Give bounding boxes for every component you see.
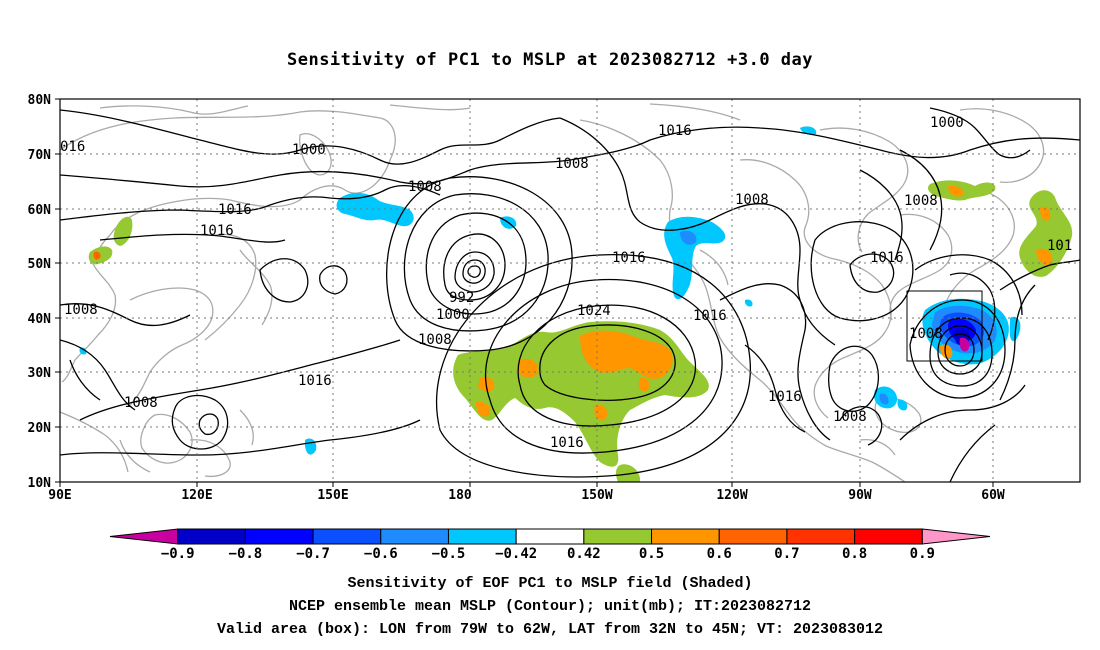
lon-label: 120W xyxy=(716,488,747,503)
colorbar-cell xyxy=(854,528,923,545)
contour-label: 1024 xyxy=(577,303,611,319)
contour-label: 1008 xyxy=(418,332,452,348)
colorbar-cell xyxy=(447,528,517,545)
colorbar-label: −0.5 xyxy=(432,546,466,562)
colorbar-cell xyxy=(312,528,382,545)
lat-label: 50N xyxy=(28,257,52,272)
colorbar-label: 0.6 xyxy=(707,546,732,562)
lon-label: 90W xyxy=(848,488,872,503)
lat-label: 80N xyxy=(28,93,52,108)
colorbar-label: −0.42 xyxy=(495,546,537,562)
contour-label: 1016 xyxy=(768,389,802,405)
mslp-contours xyxy=(60,107,1080,482)
colorbar-label: −0.6 xyxy=(364,546,398,562)
map-title: Sensitivity of PC1 to MSLP at 2023082712… xyxy=(286,50,813,70)
lat-label: 40N xyxy=(28,312,52,327)
colorbar-label: 0.7 xyxy=(774,546,799,562)
colorbar-cell xyxy=(177,528,246,545)
lon-label: 150W xyxy=(581,488,612,503)
contour-label: 1008 xyxy=(735,192,769,208)
contour-label: 1000 xyxy=(436,307,470,323)
lat-label: 30N xyxy=(28,366,52,381)
contour-label: 1008 xyxy=(909,326,943,342)
lat-label: 20N xyxy=(28,421,52,436)
contour-labels: 016 1000 1016 1000 1008 1008 1008 1016 1… xyxy=(60,115,1072,451)
lat-label: 70N xyxy=(28,148,52,163)
contour-label: 1016 xyxy=(870,250,904,266)
colorbar-cell xyxy=(515,528,585,545)
valid-area-box xyxy=(906,290,983,362)
colorbar-cell xyxy=(921,528,991,545)
contour-label: 1008 xyxy=(833,409,867,425)
lon-label: 90E xyxy=(48,488,71,503)
sensitivity-shading xyxy=(79,126,1073,482)
lon-label: 60W xyxy=(981,488,1005,503)
lon-label: 120E xyxy=(181,488,212,503)
contour-label: 1016 xyxy=(658,123,692,139)
latitude-labels: 80N 70N 60N 50N 40N 30N 20N 10N xyxy=(28,93,52,491)
map-grid xyxy=(60,99,1080,482)
contour-label: 1016 xyxy=(550,435,584,451)
contour-label: 1008 xyxy=(408,179,442,195)
contour-label: 1008 xyxy=(904,193,938,209)
lon-label: 180 xyxy=(448,488,472,503)
contour-label: 1008 xyxy=(64,302,98,318)
colorbar-label: 0.8 xyxy=(842,546,867,562)
colorbar-label: −0.7 xyxy=(296,546,330,562)
contour-label: 1016 xyxy=(298,373,332,389)
contour-label: 1016 xyxy=(200,223,234,239)
contour-label: 1016 xyxy=(693,308,727,324)
map-panel: 016 1000 1016 1000 1008 1008 1008 1016 1… xyxy=(28,93,1081,503)
colorbar-label: 0.5 xyxy=(639,546,664,562)
caption-shading: Sensitivity of EOF PC1 to MSLP field (Sh… xyxy=(347,575,753,592)
contour-label: 1000 xyxy=(930,115,964,131)
map-border xyxy=(59,98,1081,483)
colorbar-cell xyxy=(380,528,449,545)
contour-label: 1008 xyxy=(555,156,589,172)
colorbar-cell xyxy=(718,528,788,545)
colorbar-labels: −0.9 −0.8 −0.7 −0.6 −0.5 −0.42 0.42 0.5 0.6 0.7 0.… xyxy=(161,546,935,562)
contour-label: 1016 xyxy=(218,202,252,218)
contour-label: 992 xyxy=(449,290,474,306)
colorbar-label: −0.8 xyxy=(229,546,263,562)
colorbar: −0.9 −0.8 −0.7 −0.6 −0.5 −0.42 0.42 0.5 0.6 0.7 0.… xyxy=(109,528,991,562)
axis-ticks xyxy=(55,98,994,487)
caption-valid-area: Valid area (box): LON from 79W to 62W, L… xyxy=(216,621,884,638)
colorbar-cell xyxy=(583,528,653,545)
contour-label: 016 xyxy=(60,139,85,155)
caption-contour: NCEP ensemble mean MSLP (Contour); unit(… xyxy=(288,598,812,615)
contour-label: 1016 xyxy=(612,250,646,266)
lat-label: 10N xyxy=(28,476,52,491)
colorbar-label: 0.42 xyxy=(567,546,601,562)
longitude-labels: 90E 120E 150E 180 150W 120W 90W 60W xyxy=(48,488,1005,503)
colorbar-label: −0.9 xyxy=(161,546,195,562)
contour-label: 1000 xyxy=(292,142,326,158)
lat-label: 60N xyxy=(28,203,52,218)
contour-label: 101 xyxy=(1047,238,1072,254)
colorbar-cells xyxy=(109,528,991,545)
colorbar-cell xyxy=(786,528,856,545)
colorbar-cell xyxy=(244,528,314,545)
colorbar-cell xyxy=(651,528,720,545)
contour-label: 1008 xyxy=(124,395,158,411)
lon-label: 150E xyxy=(317,488,348,503)
colorbar-cell xyxy=(109,528,179,545)
colorbar-label: 0.9 xyxy=(910,546,935,562)
